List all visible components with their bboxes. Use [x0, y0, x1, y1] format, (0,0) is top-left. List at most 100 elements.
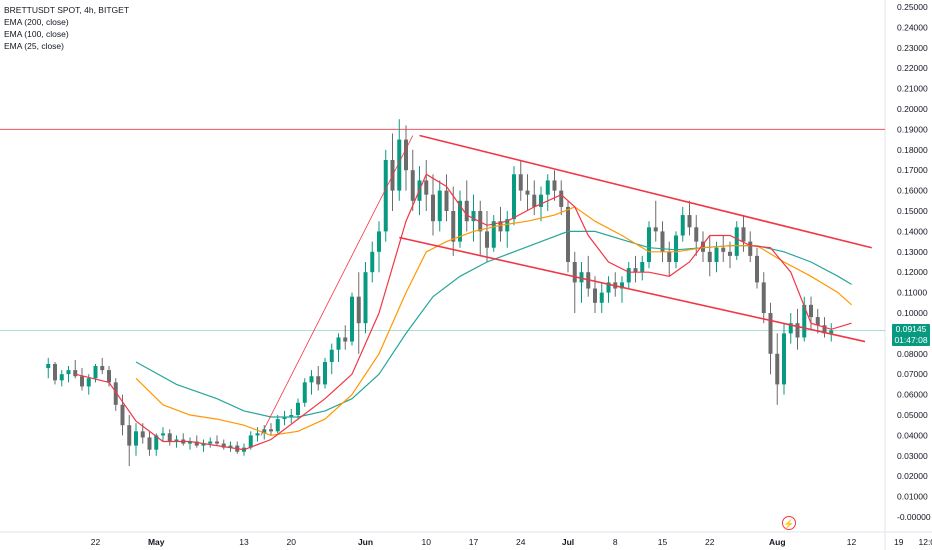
candle-body — [397, 139, 402, 191]
date-tick-label: Jun — [358, 537, 373, 547]
channel-lower-line[interactable] — [399, 236, 866, 343]
candle-body — [343, 337, 348, 342]
candle-body — [525, 190, 530, 195]
symbol-title: BRETTUSDT SPOT, 4h, BITGET — [4, 5, 130, 15]
last-price-tag: 0.09145 01:47:08 — [892, 324, 930, 346]
candle-body — [451, 211, 456, 242]
candle-body — [282, 417, 287, 420]
candle-body — [316, 376, 321, 385]
candle-body — [714, 247, 719, 262]
candle-body — [59, 374, 64, 381]
candle-body — [626, 268, 631, 283]
date-tick-label: Jul — [562, 537, 574, 547]
candle-body — [707, 251, 712, 262]
candle-body — [572, 262, 577, 283]
channel-upper-line[interactable] — [419, 134, 872, 249]
candle-body — [255, 433, 260, 436]
last-price-value: 0.09145 — [895, 324, 927, 334]
candle-body — [593, 288, 597, 303]
ema25-legend[interactable]: EMA (25, close) — [4, 41, 64, 51]
trend-lines[interactable] — [260, 134, 872, 436]
price-axis[interactable]: 0.25000 0.24000 0.23000 0.22000 0.21000 0.200… — [897, 2, 931, 522]
candle-body — [53, 364, 57, 381]
price-tick-label: 0.21000 — [897, 84, 928, 94]
candle-body — [370, 251, 375, 273]
ema100-legend[interactable]: EMA (100, close) — [4, 29, 69, 39]
candle-body — [201, 443, 206, 446]
candle-body — [309, 376, 314, 383]
price-tick-label: 0.23000 — [897, 43, 928, 53]
candle-body — [721, 247, 726, 252]
candle-body — [383, 160, 388, 232]
candle-body — [107, 370, 111, 383]
candle-body — [80, 376, 84, 387]
candle-body — [694, 227, 699, 242]
candle-body — [518, 174, 523, 191]
candle-body — [336, 337, 341, 350]
price-tick-label: 0.10000 — [897, 308, 928, 318]
candle-body — [606, 282, 611, 293]
candle-body — [640, 262, 645, 273]
candle-body — [734, 227, 739, 256]
indicator-legend: BRETTUSDT SPOT, 4h, BITGET EMA (200, clo… — [4, 4, 129, 52]
candle-body — [424, 180, 429, 195]
candle-body — [86, 378, 91, 387]
candle-body — [147, 437, 152, 450]
candle-body — [154, 435, 159, 450]
candle-body — [620, 282, 624, 289]
candle-body — [782, 333, 786, 385]
candle-body — [100, 366, 105, 371]
price-tick-label: 0.11000 — [897, 288, 927, 298]
candle-body — [748, 241, 753, 256]
date-tick-label: 22 — [91, 537, 101, 547]
time-axis[interactable]: 22 May 13 20 Jun 10 17 24 Jul 8 15 22 Aug 12 19 12:00 — [91, 537, 932, 547]
rally-line[interactable] — [260, 135, 414, 436]
candle-body — [140, 431, 145, 438]
candle-body — [248, 435, 253, 448]
price-tick-label: 0.24000 — [897, 22, 928, 32]
candle-body — [46, 364, 51, 369]
candle-body — [485, 231, 489, 248]
candle-body — [552, 180, 557, 191]
candle-body — [350, 296, 354, 342]
price-tick-label: 0.14000 — [897, 226, 928, 236]
candle-body — [269, 429, 273, 432]
candle-body — [667, 251, 672, 262]
lightning-icon[interactable]: ⚡ — [782, 516, 796, 530]
date-tick-label: May — [148, 537, 165, 547]
candle-body — [363, 272, 368, 324]
candlesticks — [46, 119, 834, 466]
horizontal-level-line[interactable] — [0, 128, 885, 331]
candle-body — [539, 194, 543, 207]
ema200-legend[interactable]: EMA (200, close) — [4, 17, 69, 27]
candle-body — [775, 353, 780, 385]
candle-body — [161, 433, 165, 436]
candle-body — [566, 206, 570, 262]
candle-body — [599, 292, 604, 303]
price-tick-label: 0.13000 — [897, 247, 928, 257]
price-tick-label: 0.18000 — [897, 145, 928, 155]
price-tick-label: 0.03000 — [897, 451, 928, 461]
candle-body — [228, 445, 233, 448]
candle-body — [471, 211, 476, 222]
candle-body — [73, 370, 78, 377]
candle-body — [741, 227, 746, 242]
date-tick-label: 12 — [847, 537, 857, 547]
candle-body — [302, 382, 307, 403]
price-tick-label: 0.19000 — [897, 124, 928, 134]
candle-body — [728, 251, 732, 256]
candle-body — [505, 219, 510, 232]
candle-body — [559, 190, 564, 207]
candle-body — [788, 323, 793, 334]
candle-body — [687, 215, 692, 228]
date-tick-label: 22 — [705, 537, 715, 547]
candle-body — [93, 366, 98, 379]
candle-body — [167, 433, 172, 442]
candle-body — [768, 313, 773, 354]
ema25-line — [75, 173, 852, 451]
candle-body — [795, 323, 800, 338]
candle-body — [829, 330, 834, 334]
candle-body — [377, 231, 381, 252]
candle-body — [478, 211, 483, 232]
